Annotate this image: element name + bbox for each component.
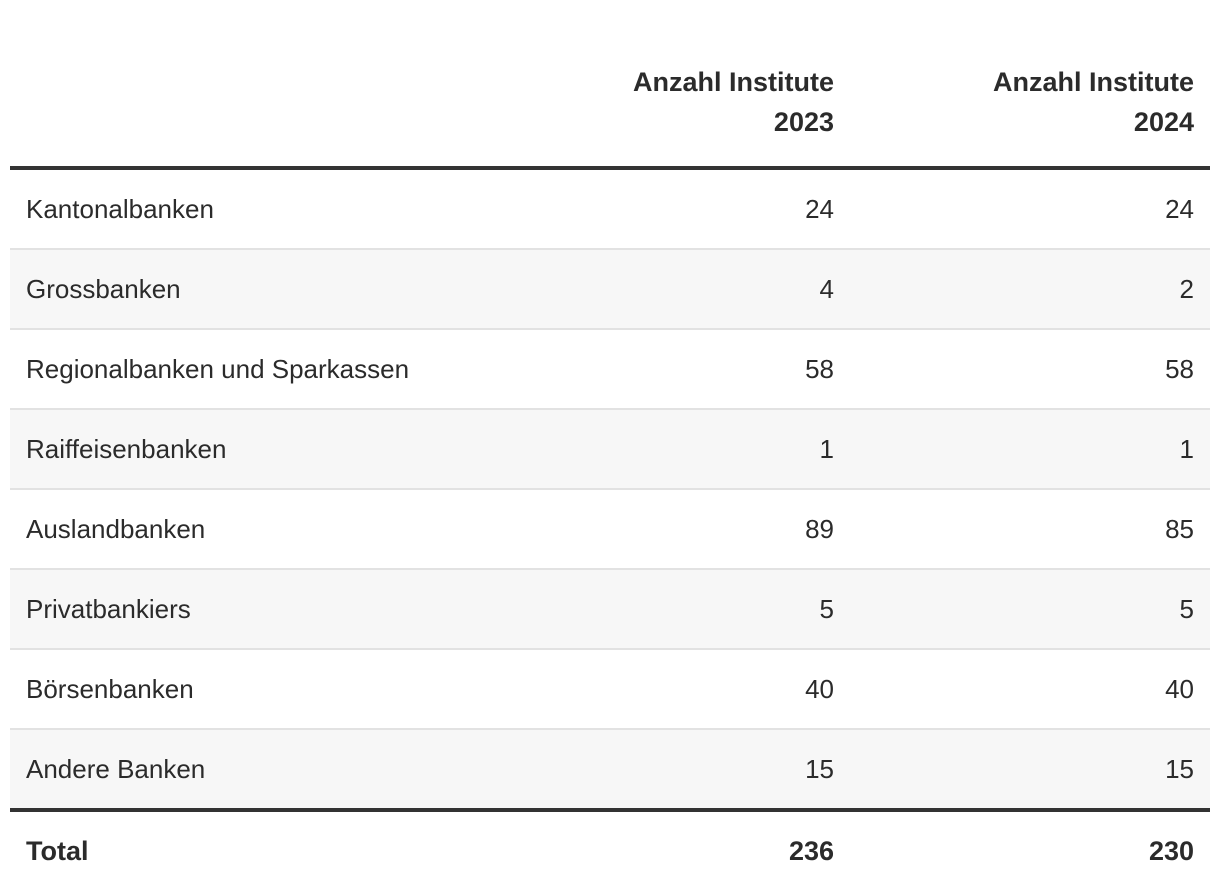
table-header: Anzahl Institute 2023 Anzahl Institute 2…	[10, 0, 1210, 170]
table-row: Regionalbanken und Sparkassen 58 58	[10, 329, 1210, 410]
header-2023-cell: Anzahl Institute 2023	[555, 0, 850, 170]
value-2024: 85	[850, 489, 1210, 570]
value-2023: 5	[555, 569, 850, 650]
header-label-cell	[10, 0, 555, 170]
table-row: Börsenbanken 40 40	[10, 649, 1210, 730]
value-2023: 4	[555, 249, 850, 330]
value-2023: 24	[555, 168, 850, 250]
value-2023: 58	[555, 329, 850, 410]
row-label: Raiffeisenbanken	[10, 409, 555, 490]
row-label: Auslandbanken	[10, 489, 555, 570]
table-row: Auslandbanken 89 85	[10, 489, 1210, 570]
value-2024: 1	[850, 409, 1210, 490]
header-2023-title: Anzahl Institute	[633, 67, 834, 97]
table-footer: Total 236 230	[10, 810, 1210, 890]
row-label: Kantonalbanken	[10, 168, 555, 250]
value-2024: 5	[850, 569, 1210, 650]
table-body: Kantonalbanken 24 24 Grossbanken 4 2 Reg…	[10, 168, 1210, 812]
table-row: Raiffeisenbanken 1 1	[10, 409, 1210, 490]
row-label: Börsenbanken	[10, 649, 555, 730]
header-2024-cell: Anzahl Institute 2024	[850, 0, 1210, 170]
total-row: Total 236 230	[10, 810, 1210, 890]
value-2024: 15	[850, 729, 1210, 812]
table-row: Kantonalbanken 24 24	[10, 168, 1210, 250]
header-2024-year: 2024	[1133, 107, 1194, 137]
table-row: Privatbankiers 5 5	[10, 569, 1210, 650]
row-label: Andere Banken	[10, 729, 555, 812]
value-2024: 40	[850, 649, 1210, 730]
header-2023-year: 2023	[773, 107, 834, 137]
table-row: Grossbanken 4 2	[10, 249, 1210, 330]
row-label: Privatbankiers	[10, 569, 555, 650]
row-label: Grossbanken	[10, 249, 555, 330]
value-2023: 15	[555, 729, 850, 812]
value-2024: 24	[850, 168, 1210, 250]
value-2023: 89	[555, 489, 850, 570]
table-row: Andere Banken 15 15	[10, 729, 1210, 812]
row-label: Regionalbanken und Sparkassen	[10, 329, 555, 410]
total-2024: 230	[1148, 835, 1194, 866]
value-2023: 1	[555, 409, 850, 490]
header-2024-title: Anzahl Institute	[993, 67, 1194, 97]
value-2023: 40	[555, 649, 850, 730]
bank-count-table: Anzahl Institute 2023 Anzahl Institute 2…	[10, 0, 1210, 890]
total-2023: 236	[788, 835, 834, 866]
value-2024: 2	[850, 249, 1210, 330]
data-table: Anzahl Institute 2023 Anzahl Institute 2…	[10, 0, 1210, 890]
value-2024: 58	[850, 329, 1210, 410]
header-row: Anzahl Institute 2023 Anzahl Institute 2…	[10, 0, 1210, 170]
total-label: Total	[26, 835, 89, 866]
